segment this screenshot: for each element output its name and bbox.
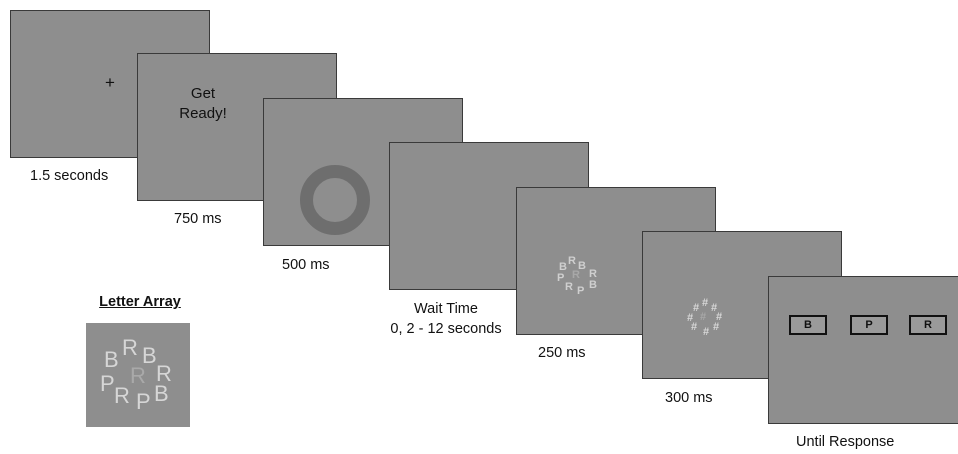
get-ready-line-1: Get <box>190 85 216 102</box>
mask-symbol: # <box>711 302 718 314</box>
mask-symbol: # <box>700 311 707 323</box>
inset-letter: R <box>156 361 172 386</box>
get-ready-duration-label: 750 ms <box>174 211 222 227</box>
inset-letter: B <box>142 343 157 368</box>
mask-symbol: # <box>703 326 710 338</box>
array-letter: B <box>578 260 586 272</box>
mask-symbol: # <box>713 321 720 333</box>
array-letter: P <box>577 285 585 297</box>
mask-symbol: # <box>691 321 698 333</box>
inset-letter: B <box>154 381 169 406</box>
response-duration-label: Until Response <box>796 434 895 450</box>
inset-letter: R <box>114 383 130 408</box>
response-option-b[interactable]: B <box>789 315 827 335</box>
response-screen: B P R <box>768 276 958 424</box>
wait-time-label: Wait Time 0, 2 - 12 seconds <box>366 299 526 339</box>
letter-array-inset: B R B P R R R P B <box>86 323 190 427</box>
fixation-duration-label: 1.5 seconds <box>30 168 109 184</box>
mask-duration-label: 300 ms <box>665 390 713 406</box>
letter-array-duration-label: 250 ms <box>538 345 586 361</box>
array-letter: B <box>559 261 567 273</box>
wait-time-line-2: 0, 2 - 12 seconds <box>390 321 502 337</box>
inset-letter: B <box>104 347 119 372</box>
ring-cue-icon <box>300 165 370 235</box>
cue-duration-label: 500 ms <box>282 257 330 273</box>
get-ready-line-2: Ready! <box>179 105 227 122</box>
array-target-letter: R <box>572 269 580 281</box>
response-option-r[interactable]: R <box>909 315 947 335</box>
array-letter: B <box>589 279 597 291</box>
inset-target-letter: R <box>130 363 146 388</box>
get-ready-text: Get Ready! <box>138 84 268 124</box>
fixation-cross: + <box>105 73 115 92</box>
array-letter: R <box>589 268 597 280</box>
inset-letter: R <box>122 335 138 360</box>
wait-time-line-1: Wait Time <box>414 301 478 317</box>
mask-symbol: # <box>702 297 709 309</box>
response-option-p[interactable]: P <box>850 315 888 335</box>
array-letter: R <box>568 255 576 267</box>
inset-letter: P <box>136 389 151 414</box>
mask-symbol: # <box>716 311 723 323</box>
array-letter: R <box>565 281 573 293</box>
mask-symbol: # <box>687 312 694 324</box>
letter-array-title: Letter Array <box>99 294 181 310</box>
mask-symbol: # <box>693 302 700 314</box>
inset-letter: P <box>100 371 115 396</box>
array-letter: P <box>557 272 565 284</box>
